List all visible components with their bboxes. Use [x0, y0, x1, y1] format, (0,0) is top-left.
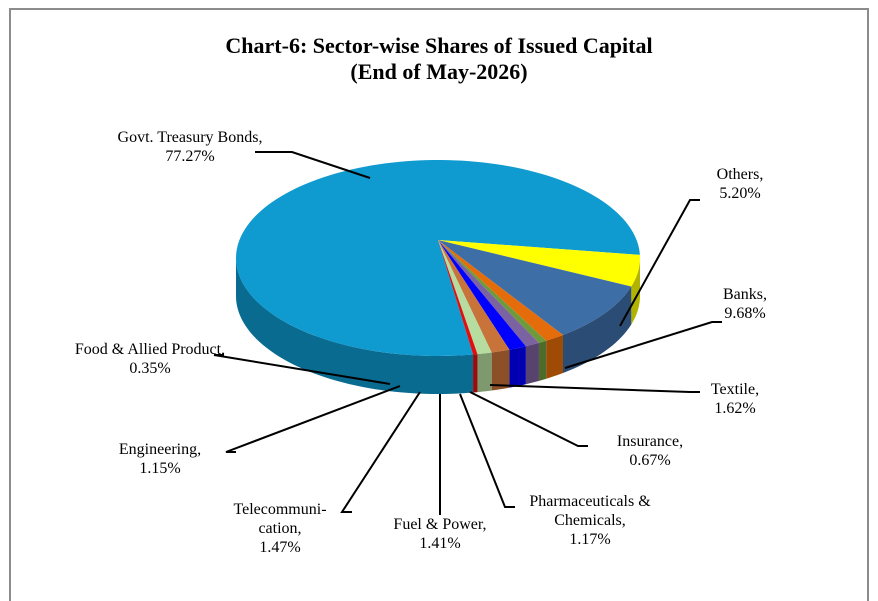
slice-side — [631, 258, 640, 325]
slice-side — [236, 258, 474, 394]
category-label: Pharmaceuticals & Chemicals, — [529, 493, 651, 529]
pie-tops — [236, 160, 640, 356]
category-label: Others, — [716, 166, 764, 183]
leader-line — [340, 391, 421, 513]
data-label: Govt. Treasury Bonds, 77.27% — [115, 128, 265, 166]
leader-line — [564, 321, 722, 369]
leader-line — [255, 151, 371, 179]
slice-side — [538, 340, 547, 381]
data-label: Banks, 9.68% — [700, 285, 790, 323]
data-label: Food & Allied Product, 0.35% — [70, 340, 230, 378]
slice-side-shade — [525, 342, 539, 385]
slice-side-shade — [509, 346, 526, 388]
data-label: Insurance, 0.67% — [590, 432, 710, 470]
slice-side — [477, 352, 492, 393]
slice — [438, 240, 539, 347]
slice — [438, 240, 478, 355]
slice-side-shade — [477, 352, 492, 393]
value-label: 0.67% — [629, 452, 671, 469]
category-label: Food & Allied Product, — [74, 341, 226, 358]
data-label: Pharmaceuticals & Chemicals, 1.17% — [505, 492, 675, 549]
data-label: Others, 5.20% — [690, 165, 790, 203]
pie-sides — [236, 258, 640, 394]
slice — [438, 240, 640, 287]
slice-side — [473, 354, 478, 393]
category-label: Textile, — [710, 381, 760, 398]
leader-line — [213, 354, 391, 385]
slice — [438, 240, 547, 343]
data-label: Engineering, 1.15% — [85, 440, 235, 478]
category-label: Fuel & Power, — [393, 516, 487, 533]
leader-line — [469, 391, 588, 447]
leader-line — [489, 384, 700, 393]
chart-frame — [9, 8, 869, 601]
category-label: Govt. Treasury Bonds, — [117, 129, 263, 146]
slice-side — [525, 342, 539, 385]
slice-side-shade — [562, 286, 632, 373]
leader-line — [619, 199, 700, 327]
value-label: 9.68% — [724, 305, 766, 322]
data-label: Textile, 1.62% — [690, 380, 780, 418]
value-label: 1.17% — [569, 531, 611, 548]
value-label: 77.27% — [165, 148, 215, 165]
slice-side — [491, 349, 510, 391]
slice — [438, 240, 510, 353]
slice — [438, 240, 526, 350]
slice-side-shade — [631, 258, 640, 325]
slice-side-shade — [473, 354, 478, 393]
slice-side-shade — [491, 349, 510, 391]
slice — [438, 240, 563, 341]
leader-line — [225, 385, 401, 453]
value-label: 1.41% — [419, 535, 461, 552]
data-label: Fuel & Power, 1.41% — [370, 515, 510, 553]
slice-side-shade — [538, 340, 547, 381]
value-label: 5.20% — [719, 185, 761, 202]
leader-line — [459, 393, 515, 508]
slice-side — [509, 346, 526, 388]
value-label: 1.15% — [139, 460, 181, 477]
slice — [438, 240, 492, 355]
chart-subtitle: (End of May-2026) — [350, 59, 528, 84]
slice-side-shade — [236, 258, 474, 394]
value-label: 0.35% — [129, 360, 171, 377]
data-label: Telecommuni-cation, 1.47% — [215, 500, 345, 557]
value-label: 1.62% — [714, 400, 756, 417]
slice — [438, 240, 632, 335]
slice-side — [546, 334, 563, 379]
value-label: 1.47% — [259, 539, 301, 556]
slice — [236, 160, 640, 356]
category-label: Banks, — [723, 286, 767, 303]
category-label: Insurance, — [616, 433, 684, 450]
category-label: Engineering, — [118, 441, 202, 458]
category-label: Telecommuni-cation, — [233, 501, 327, 537]
leader-lines — [213, 151, 722, 515]
chart-title: Chart-6: Sector-wise Shares of Issued Ca… — [225, 33, 653, 58]
slice-side-shade — [546, 334, 563, 379]
slice-side — [562, 286, 632, 373]
